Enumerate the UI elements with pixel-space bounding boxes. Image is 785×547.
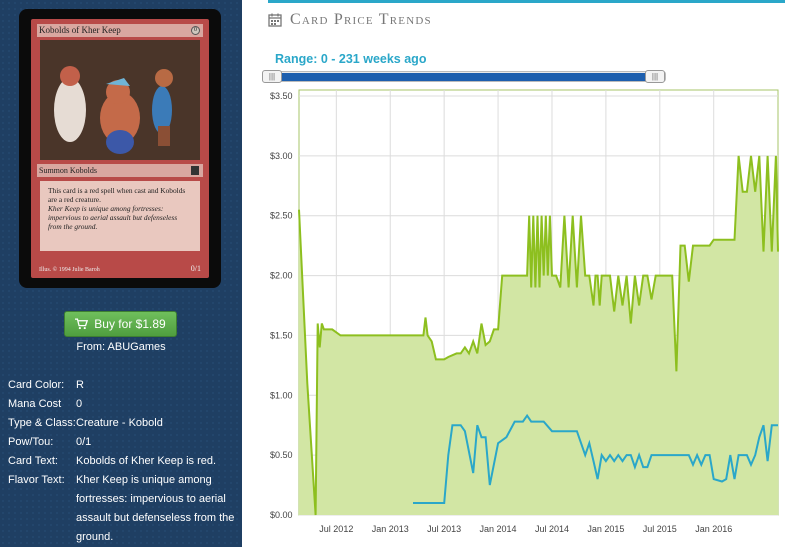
card-rules-text: This card is a red spell when cast and K…: [48, 186, 186, 204]
set-symbol-icon: [191, 166, 199, 175]
shopping-cart-icon: [75, 318, 89, 330]
y-tick-label: $3.50: [270, 91, 293, 101]
slider-selected-range: [274, 73, 657, 81]
card-type-bar: Summon Kobolds: [37, 164, 203, 177]
card-artist-line: Illus. © 1994 Julie Baroh: [39, 267, 100, 273]
top-accent-rule: [268, 0, 785, 3]
seller-source: From: ABUGames: [76, 341, 166, 353]
buy-button[interactable]: Buy for $1.89: [64, 311, 177, 337]
series-price-line: [298, 155, 779, 516]
range-readout: Range: 0 - 231 weeks ago: [275, 52, 427, 66]
info-row-card-text: Card Text: Kobolds of Kher Keep is red.: [8, 452, 238, 471]
buy-button-label: Buy for $1.89: [94, 317, 166, 331]
card-type-line: Summon Kobolds: [39, 166, 98, 175]
section-header: Card Price Trends: [268, 11, 432, 29]
card-name: Kobolds of Kher Keep: [39, 25, 121, 35]
info-row-type: Type & Class: Creature - Kobold: [8, 414, 238, 433]
kobolds-art-icon: [40, 40, 200, 160]
slider-handle-start[interactable]: |||: [262, 70, 282, 83]
x-tick-label: Jul 2015: [643, 524, 677, 534]
info-label: Mana Cost: [8, 398, 62, 410]
card-textbox: This card is a red spell when cast and K…: [40, 181, 200, 251]
x-tick-label: Jan 2014: [480, 524, 517, 534]
card-image: Kobolds of Kher Keep 0 Summo: [19, 9, 221, 288]
y-tick-label: $2.50: [270, 211, 293, 221]
y-tick-label: $0.00: [270, 510, 293, 520]
series-foil-price-line: [413, 413, 778, 504]
section-title: Card Price Trends: [290, 11, 432, 28]
card-name-bar: Kobolds of Kher Keep 0: [37, 24, 203, 37]
y-tick-label: $2.00: [270, 271, 293, 281]
info-row-mana-cost: Mana Cost 0: [8, 395, 238, 414]
x-tick-label: Jan 2016: [695, 524, 732, 534]
x-tick-label: Jul 2012: [319, 524, 353, 534]
y-tick-label: $0.50: [270, 450, 293, 460]
info-value: Creature - Kobold: [76, 417, 163, 429]
info-row-flavor-text: Flavor Text: Kher Keep is unique among f…: [8, 471, 238, 547]
sidebar: Kobolds of Kher Keep 0 Summo: [0, 0, 242, 547]
info-label: Pow/Tou:: [8, 436, 54, 448]
card-artwork: [40, 40, 200, 160]
card-flavor-text: Kher Keep is unique among fortresses: im…: [48, 204, 178, 231]
info-label: Flavor Text:: [8, 474, 65, 486]
y-tick-label: $1.00: [270, 390, 293, 400]
info-value: 0/1: [76, 436, 92, 448]
x-tick-label: Jul 2013: [427, 524, 461, 534]
slider-handle-end[interactable]: |||: [645, 70, 665, 83]
info-row-color: Card Color: R: [8, 376, 238, 395]
x-tick-label: Jan 2013: [372, 524, 409, 534]
mana-symbol-icon: 0: [191, 26, 200, 35]
info-value: Kher Keep is unique among fortresses: im…: [76, 474, 235, 543]
y-tick-label: $3.00: [270, 151, 293, 161]
info-label: Type & Class:: [8, 417, 76, 429]
info-value: 0: [76, 398, 83, 410]
info-label: Card Text:: [8, 455, 58, 467]
card-face: Kobolds of Kher Keep 0 Summo: [31, 19, 209, 278]
x-tick-label: Jul 2014: [535, 524, 569, 534]
y-tick-label: $1.50: [270, 330, 293, 340]
calendar-icon: [268, 13, 282, 27]
x-axis-ticks: Jul 2012 Jan 2013 Jul 2013 Jan 2014 Jul 2014…: [319, 524, 732, 534]
card-info-list: Card Color: R Mana Cost 0 Type & Class: …: [8, 376, 238, 547]
price-trend-chart: $3.50 $3.00 $2.50 $2.00 $1.50 $1.00 $0.50 $0.00…: [270, 89, 779, 534]
y-axis-ticks: $3.50 $3.00 $2.50 $2.00 $1.50 $1.00 $0.50 $0.00: [270, 91, 293, 520]
series-price-area: [299, 155, 778, 515]
info-label: Card Color:: [8, 379, 65, 391]
info-row-pow-tou: Pow/Tou: 0/1: [8, 433, 238, 452]
info-value: R: [76, 379, 84, 391]
range-slider[interactable]: ||| |||: [262, 70, 666, 83]
info-value: Kobolds of Kher Keep is red.: [76, 455, 217, 467]
x-tick-label: Jan 2015: [587, 524, 624, 534]
card-power-toughness: 0/1: [190, 264, 201, 273]
